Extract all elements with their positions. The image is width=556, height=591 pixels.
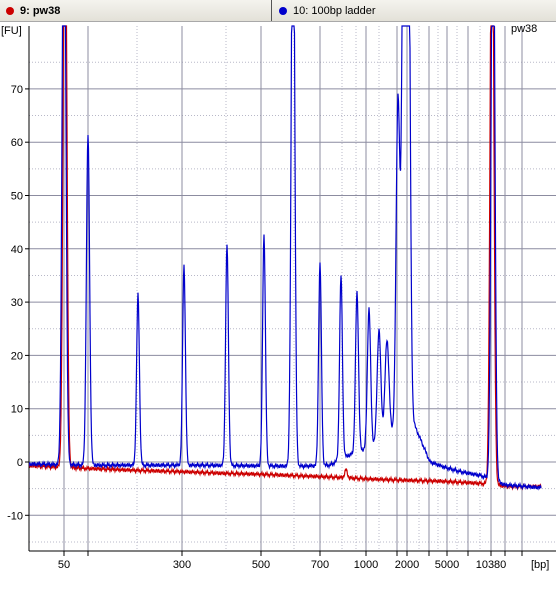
- tab-sample-10[interactable]: 10: 100bp ladder: [273, 0, 556, 21]
- x-tick-label: 300: [173, 559, 191, 571]
- tab-sample-9[interactable]: 9: pw38: [0, 0, 272, 21]
- y-tick-label: 10: [11, 404, 23, 416]
- axes: [25, 26, 556, 556]
- x-tick-label: 10380: [476, 559, 507, 571]
- y-tick-label: 20: [11, 350, 23, 362]
- x-axis-label: [bp]: [531, 559, 549, 571]
- x-tick-label: 50: [58, 559, 70, 571]
- x-tick-label: 500: [252, 559, 270, 571]
- electropherogram-chart: -10 0 10 20 30 40 50 60 70 50 300 500 700 1000 2000 500…: [0, 22, 556, 586]
- series-line-ladder: [28, 25, 542, 491]
- chart-svg: -10 0 10 20 30 40 50 60 70 50 300 500 700 1000 2000 500…: [1, 23, 556, 571]
- x-tick-label: 2000: [395, 559, 419, 571]
- axis-labels: -10 0 10 20 30 40 50 60 70 50 300 500 700 1000 2000 500…: [1, 23, 549, 571]
- tab-label: 9: pw38: [20, 4, 61, 17]
- grid: [29, 26, 556, 551]
- y-tick-label: 0: [17, 457, 23, 469]
- y-tick-label: 50: [11, 191, 23, 203]
- sample-tab-bar: 9: pw38 10: 100bp ladder: [0, 0, 556, 22]
- series-line-pw38: [28, 25, 542, 491]
- y-tick-label: 40: [11, 244, 23, 256]
- x-tick-label: 5000: [435, 559, 459, 571]
- y-axis-label: [FU]: [1, 25, 22, 37]
- y-tick-label: 70: [11, 84, 23, 96]
- x-tick-label: 700: [311, 559, 329, 571]
- y-tick-label: 60: [11, 137, 23, 149]
- tab-label: 10: 100bp ladder: [293, 4, 376, 17]
- sample-label: pw38: [511, 23, 537, 35]
- sample-color-dot-icon: [6, 6, 14, 15]
- x-tick-label: 1000: [354, 559, 378, 571]
- y-tick-label: -10: [7, 510, 23, 522]
- series-layer: [28, 25, 542, 491]
- sample-color-dot-icon: [279, 6, 287, 15]
- y-tick-label: 30: [11, 297, 23, 309]
